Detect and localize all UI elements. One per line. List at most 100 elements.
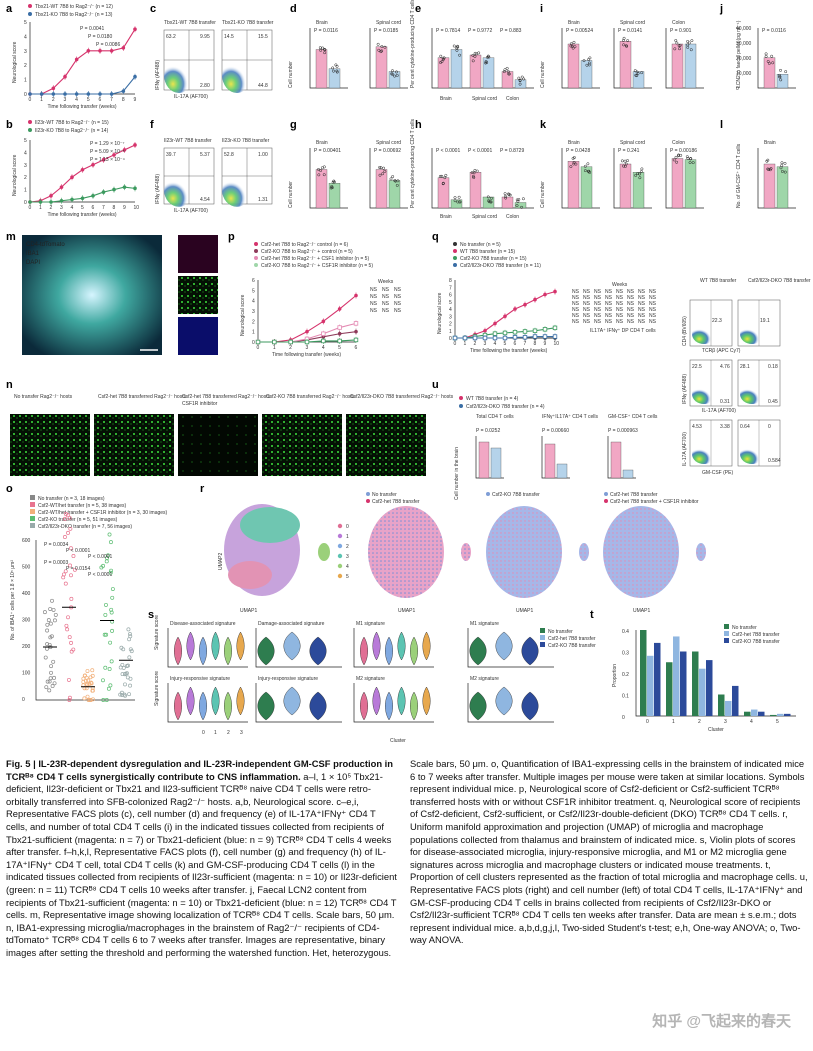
data-dot [766, 60, 770, 63]
x-tick: 2 [50, 205, 53, 211]
violin [360, 636, 368, 666]
legend-item: Csf2-het 7B8 transfer [548, 636, 596, 642]
p-value: P = 0.0116 [314, 28, 338, 34]
y-tick: 0 [24, 92, 27, 98]
y-axis-label: Neurological score [240, 294, 246, 336]
violin [224, 636, 232, 666]
axis [353, 683, 434, 723]
data-point [133, 74, 137, 79]
p-value: P < 0.0001 [66, 548, 90, 554]
x-tick: 7 [110, 97, 113, 103]
data-point [109, 540, 113, 545]
stat-cell: NS [627, 289, 635, 295]
bar [680, 651, 687, 716]
x-axis-label: Cluster [390, 738, 406, 744]
legend-item: WT 7B8 transfer (n = 4) [466, 396, 519, 402]
data-dot [391, 69, 394, 73]
data-dot [473, 168, 477, 172]
violin [372, 631, 381, 661]
y-axis-label: Signature score [154, 615, 160, 650]
data-dot [634, 173, 638, 177]
y-tick: 4 [449, 307, 452, 313]
violin [309, 636, 327, 666]
data-dot [638, 172, 641, 176]
data-dot [377, 48, 381, 52]
p-value: P = 1.13 × 10⁻⁴ [90, 157, 125, 163]
data-dot [620, 159, 624, 163]
quadrant-value: 44.8 [258, 83, 268, 89]
p-value: P = 0.0003 [44, 560, 68, 566]
stat-cell: NS [605, 319, 613, 325]
data-point [109, 49, 114, 53]
bar [776, 166, 789, 209]
data-point [109, 607, 114, 612]
data-dot [378, 173, 382, 177]
data-dot [634, 73, 638, 77]
data-point [69, 573, 73, 578]
data-point [109, 568, 114, 573]
x-axis-label: UMAP1 [516, 608, 533, 614]
violin [236, 686, 245, 716]
data-dot [679, 153, 683, 157]
data-dot [569, 42, 573, 46]
bar [375, 46, 388, 89]
data-dot [318, 46, 322, 50]
y-tick: 30,000 [736, 41, 752, 47]
bar [450, 199, 463, 209]
p-value: P = 0.9772 [468, 28, 492, 34]
data-dot [689, 48, 693, 52]
data-point [492, 335, 498, 341]
data-point [38, 200, 43, 204]
data-point [321, 338, 326, 344]
data-point [110, 595, 115, 600]
y-tick: 10,000 [736, 71, 752, 77]
microscopy-dapi [178, 317, 218, 355]
y-axis-label: Neurological score [12, 154, 18, 196]
data-dot [470, 171, 474, 174]
data-dot [472, 171, 476, 175]
data-point [108, 640, 113, 645]
data-point [128, 647, 133, 652]
data-point [472, 335, 478, 341]
data-point [81, 679, 86, 684]
data-dot [473, 51, 477, 55]
x-tick: 3 [484, 341, 487, 347]
quadrant-value: 2.80 [200, 83, 210, 89]
data-dot [636, 172, 640, 175]
data-dot [520, 75, 524, 79]
violin [495, 686, 513, 716]
x-tick: 10 [134, 205, 140, 211]
legend-marker [724, 631, 729, 636]
data-dot [439, 54, 443, 58]
legend-item: Csf2-KO transfer (n = 5, 51 images) [38, 517, 118, 523]
bar [315, 49, 328, 89]
p-value: P = 0.00524 [566, 28, 593, 34]
data-dot [517, 197, 521, 201]
data-dot [574, 162, 578, 166]
data-point [28, 200, 32, 204]
data-point [353, 321, 359, 326]
stat-cell: NS [627, 301, 635, 307]
data-point [45, 679, 50, 684]
subplot-title: Total CD4 T cells [476, 414, 514, 420]
data-point [124, 671, 129, 676]
umap-cluster [579, 543, 589, 561]
axis [467, 628, 554, 668]
bar [784, 713, 791, 716]
stat-cell: NS [394, 308, 402, 314]
data-dot [585, 63, 589, 67]
p-value: P = 0.0154 [66, 566, 90, 572]
data-dot [588, 171, 592, 174]
data-dot [690, 39, 694, 43]
quadrant-value: 4.54 [200, 197, 210, 203]
quadrant-value: 9.95 [200, 34, 210, 40]
quadrant-value: 5.37 [200, 152, 210, 158]
data-point [48, 621, 53, 626]
data-dot [486, 195, 490, 199]
legend-item: Il23r-WT 7B8 to Rag2⁻/⁻ (n = 15) [35, 120, 109, 126]
facs-title: Il23r-KO 7B8 transfer [222, 138, 270, 144]
x-axis-label: IL-17A (AF700) [702, 408, 736, 414]
x-axis-label: IL-17A (AF700) [174, 208, 208, 214]
y-tick: 300 [22, 618, 31, 624]
data-point [304, 339, 310, 345]
